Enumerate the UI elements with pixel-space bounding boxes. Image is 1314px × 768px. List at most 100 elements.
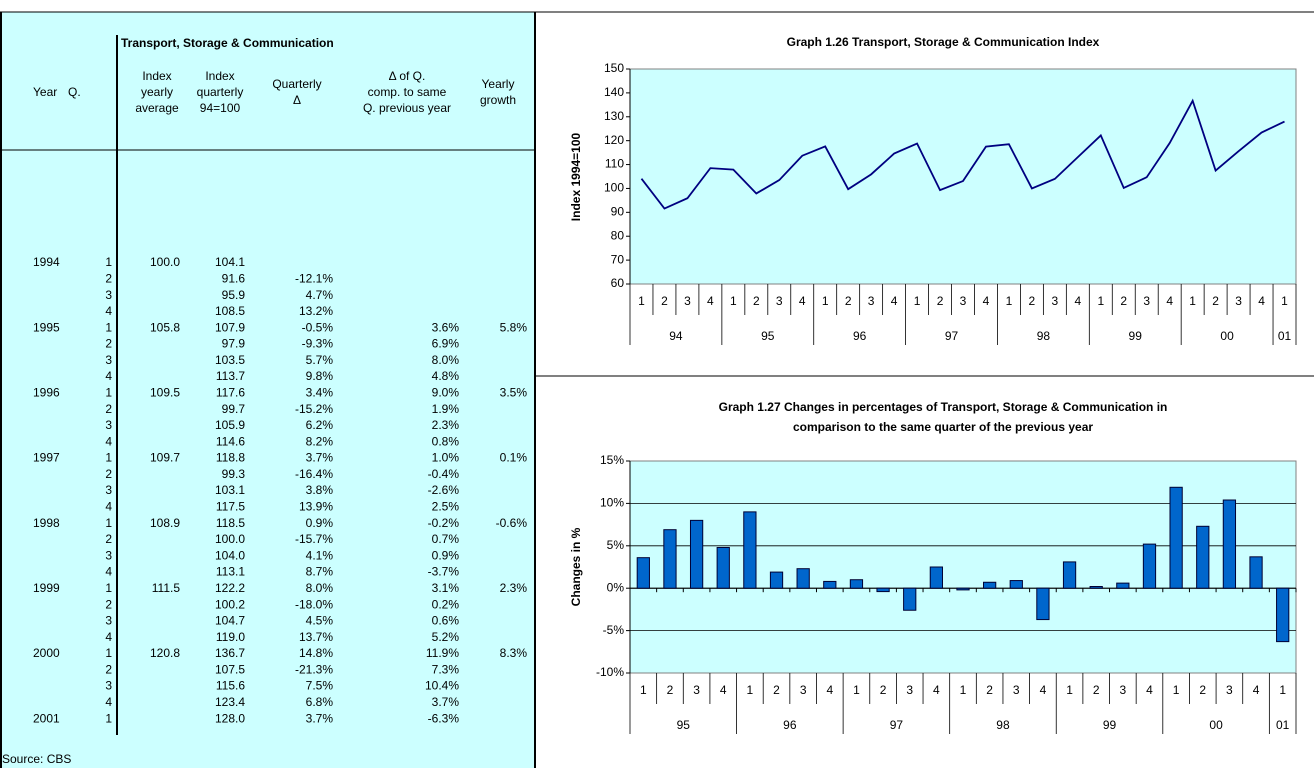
x-tick-label: 3 <box>1052 294 1059 308</box>
table-cell: 3.5% <box>500 385 528 399</box>
x-tick-label: 4 <box>1074 294 1081 308</box>
year-label: 95 <box>761 329 775 343</box>
y-tick-label: 10% <box>600 496 624 510</box>
table-cell: 99.3 <box>222 467 246 481</box>
column-header: yearly <box>141 85 173 99</box>
source: Source: CBS <box>2 752 71 766</box>
table-cell: 100.0 <box>150 255 180 269</box>
y-tick-label: 120 <box>604 133 624 147</box>
table-cell: 2001 <box>33 711 60 725</box>
x-tick-label: 3 <box>906 683 913 697</box>
bar <box>689 519 704 589</box>
table-cell: 117.5 <box>216 500 245 514</box>
x-tick-label: 4 <box>826 683 833 697</box>
table-cell: -21.3% <box>295 662 333 676</box>
table-cell: 2.3% <box>432 418 460 432</box>
year-label: 01 <box>1276 718 1290 732</box>
table-cell: 1996 <box>33 385 60 399</box>
x-tick-label: 1 <box>730 294 737 308</box>
y-axis-label: Changes in % <box>569 527 583 606</box>
table-cell: 1 <box>105 581 112 595</box>
table-cell: 4.8% <box>432 369 460 383</box>
year-label: 99 <box>1129 329 1143 343</box>
x-tick-label: 3 <box>684 294 691 308</box>
column-header: 94=100 <box>200 101 241 115</box>
x-tick-label: 3 <box>1119 683 1126 697</box>
table-cell: 1.0% <box>432 451 460 465</box>
table-cell: -2.6% <box>428 483 460 497</box>
y-tick-label: 130 <box>604 109 624 123</box>
table-cell: 4.1% <box>306 548 334 562</box>
bar <box>1009 580 1023 589</box>
table-cell: 13.9% <box>299 500 333 514</box>
table-cell: 0.6% <box>432 614 460 628</box>
table-cell: 4 <box>105 695 112 709</box>
x-tick-label: 4 <box>720 683 727 697</box>
table-cell: 6.9% <box>432 337 460 351</box>
column-header: Year <box>33 85 57 99</box>
table-cell: 120.8 <box>150 646 180 660</box>
table-cell: 4.5% <box>306 614 334 628</box>
x-tick-label: 2 <box>667 683 674 697</box>
chart-title: comparison to the same quarter of the pr… <box>793 420 1093 434</box>
table-cell: 4 <box>105 434 112 448</box>
year-label: 96 <box>853 329 867 343</box>
table-cell: 10.4% <box>425 679 459 693</box>
x-tick-label: 3 <box>776 294 783 308</box>
table-cell: 0.9% <box>432 548 460 562</box>
table-cell: 1994 <box>33 255 60 269</box>
x-tick-label: 1 <box>1173 683 1180 697</box>
x-tick-label: 1 <box>1189 294 1196 308</box>
table-cell: 3.1% <box>432 581 460 595</box>
table-cell: 111.5 <box>152 581 181 595</box>
bar <box>1116 582 1130 589</box>
table-cell: 105.9 <box>215 418 245 432</box>
table-cell: 91.6 <box>222 271 246 285</box>
x-tick-label: 3 <box>1235 294 1242 308</box>
y-tick-label: 80 <box>611 228 625 242</box>
table-cell: 8.2% <box>306 434 334 448</box>
y-tick-label: 150 <box>604 61 624 75</box>
table-cell: 3.4% <box>306 385 334 399</box>
table-cell: 119.0 <box>216 630 245 644</box>
table-cell: 103.5 <box>215 353 245 367</box>
year-label: 95 <box>677 718 691 732</box>
bar <box>823 580 837 589</box>
table-cell: 4 <box>105 369 112 383</box>
year-label: 97 <box>890 718 904 732</box>
x-tick-label: 2 <box>1212 294 1219 308</box>
table-cell: 4 <box>105 304 112 318</box>
x-tick-label: 3 <box>868 294 875 308</box>
y-tick-label: 110 <box>605 157 624 171</box>
table-cell: 109.7 <box>150 451 180 465</box>
x-tick-label: 1 <box>822 294 829 308</box>
table-cell: 107.9 <box>215 320 245 334</box>
bar <box>663 529 677 589</box>
table-cell: 0.7% <box>432 532 460 546</box>
table-cell: 123.4 <box>215 695 245 709</box>
x-tick-label: 1 <box>747 683 754 697</box>
bar <box>849 579 864 589</box>
x-tick-label: 2 <box>773 683 780 697</box>
bar <box>1036 587 1050 621</box>
bar <box>983 581 997 589</box>
table-cell: 4 <box>105 565 112 579</box>
table-cell: 1 <box>105 516 112 530</box>
table-cell: 11.9% <box>426 646 459 660</box>
year-label: 01 <box>1278 329 1292 343</box>
x-tick-label: 4 <box>983 294 990 308</box>
table-cell: 2 <box>105 662 112 676</box>
table-cell: 3.7% <box>306 451 334 465</box>
x-tick-label: 2 <box>986 683 993 697</box>
x-tick-label: 4 <box>1253 683 1260 697</box>
y-axis-label: Index 1994=100 <box>569 132 583 221</box>
table-cell: 1995 <box>33 320 60 334</box>
table-cell: 1999 <box>33 581 60 595</box>
x-tick-label: 4 <box>1258 294 1265 308</box>
x-tick-label: 3 <box>800 683 807 697</box>
y-tick-label: 15% <box>600 453 624 467</box>
bar <box>716 546 730 589</box>
table-cell: -0.5% <box>302 320 334 334</box>
table-cell: 0.8% <box>432 434 460 448</box>
